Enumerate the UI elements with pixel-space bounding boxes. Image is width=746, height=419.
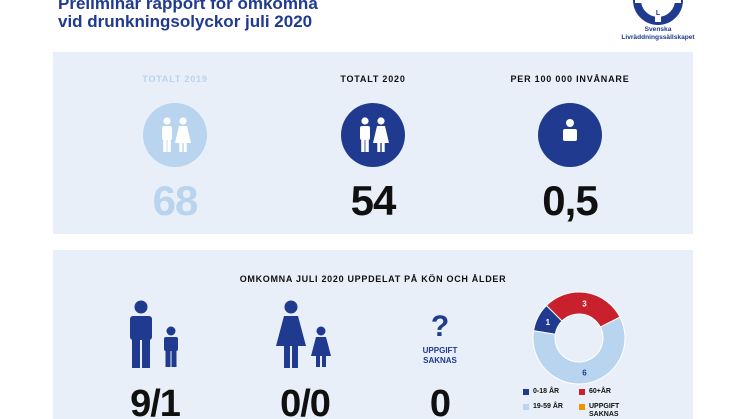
lifebuoy-icon: S S L	[633, 0, 683, 25]
legend-label: 19-59 ÅR	[533, 403, 563, 410]
donut-label-1: 3	[582, 299, 587, 308]
stat-total-2020: TOTALT 2020 54	[323, 74, 423, 222]
stat-total-2019: TOTALT 2019 68	[125, 74, 225, 222]
legend-swatch	[579, 389, 585, 395]
legend-label: UPPGIFT SAKNAS	[589, 403, 619, 419]
legend-label: 0-18 ÅR	[533, 388, 560, 395]
stat-label: TOTALT 2020	[340, 74, 406, 84]
person-icon	[538, 103, 602, 167]
male-count: 9/1	[130, 383, 181, 419]
legend-swatch	[579, 404, 585, 410]
legend-label-line-1: UPPGIFT	[589, 403, 620, 410]
breakdown-panel: OMKOMNA JULI 2020 UPPDELAT PÅ KÖN OCH ÅL…	[53, 250, 693, 419]
legend-item-60-plus: 60+ÅR	[579, 388, 611, 396]
man-woman-icon	[341, 103, 405, 167]
stat-label: PER 100 000 INVÅNARE	[510, 74, 630, 84]
title-line-1: Preliminär rapport för omkomna	[58, 0, 318, 13]
unknown-count: 0	[429, 383, 451, 419]
legend-swatch	[523, 389, 529, 395]
donut-slice-2	[532, 316, 626, 385]
title-line-2: vid drunkningsolyckor juli 2020	[58, 12, 313, 31]
logo-name-line-2: Livräddningssällskapet	[621, 34, 695, 41]
stat-per-100k: PER 100 000 INVÅNARE 0,5	[490, 74, 650, 222]
totals-panel: TOTALT 2019 68 TOTALT 2020	[53, 52, 693, 234]
legend-item-unknown: UPPGIFT SAKNAS	[579, 403, 619, 419]
stat-label: TOTALT 2019	[142, 74, 208, 84]
logo-letter-3: L	[656, 10, 661, 17]
donut-label-2: 6	[582, 369, 587, 378]
stat-value: 0,5	[542, 177, 598, 224]
unknown-label-line-1: UPPGIFT	[422, 346, 458, 355]
legend-label-line-2: SAKNAS	[589, 411, 619, 418]
man-woman-icon	[143, 103, 207, 167]
legend-item-19-59: 19-59 ÅR	[523, 403, 563, 411]
legend-item-0-18: 0-18 ÅR	[523, 388, 559, 396]
page-title: Preliminär rapport för omkomna vid drunk…	[58, 0, 478, 31]
logo-name-line-1: Svenska	[644, 26, 672, 33]
ssl-logo: S S L Svenska Livräddningssällskapet	[618, 0, 698, 44]
logo-letter-2: S	[668, 0, 673, 1]
donut-label-0: 1	[546, 318, 551, 327]
legend-swatch	[523, 404, 529, 410]
unknown-label-line-2: SAKNAS	[423, 356, 457, 365]
woman-girl-icon	[273, 300, 335, 375]
legend-label: 60+ÅR	[589, 388, 611, 395]
man-boy-icon	[123, 300, 185, 375]
logo-letter-1: S	[644, 0, 649, 1]
female-count: 0/0	[280, 383, 331, 419]
breakdown-title: OMKOMNA JULI 2020 UPPDELAT PÅ KÖN OCH ÅL…	[239, 274, 507, 284]
question-mark-icon: ?	[430, 310, 450, 343]
stat-value: 54	[350, 177, 397, 224]
age-donut-chart: 1 3 6	[532, 291, 626, 385]
unknown-gender: ? UPPGIFT SAKNAS	[415, 312, 465, 366]
stat-value: 68	[152, 177, 199, 224]
